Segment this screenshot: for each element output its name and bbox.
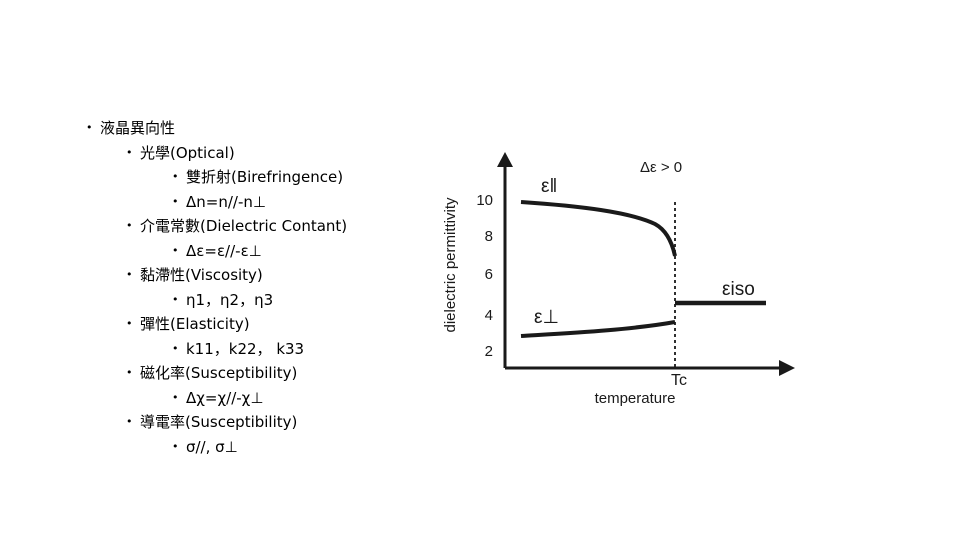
bullet-delta-n: Δn=n//-n⊥ bbox=[172, 190, 347, 215]
epsilon-iso-label: εiso bbox=[722, 279, 755, 300]
epsilon-parallel-curve bbox=[520, 200, 677, 257]
y-tick-label: 6 bbox=[485, 266, 493, 283]
bullet-elasticity: 彈性(Elasticity) bbox=[126, 312, 347, 337]
bullet-birefringence: 雙折射(Birefringence) bbox=[172, 165, 347, 190]
bullet-viscosity: 黏滯性(Viscosity) bbox=[126, 263, 347, 288]
epsilon-perpendicular-curve bbox=[520, 320, 676, 338]
y-tick-label: 10 bbox=[476, 192, 493, 209]
y-axis-arrow bbox=[497, 152, 513, 167]
epsilon-perpendicular-label: ε⊥ bbox=[534, 307, 559, 328]
condition-label: Δε > 0 bbox=[640, 159, 682, 176]
y-tick-label: 2 bbox=[485, 343, 493, 360]
bullet-dielectric: 介電常數(Dielectric Contant) bbox=[126, 214, 347, 239]
bullet-k-constants: k11，k22， k33 bbox=[172, 337, 347, 362]
dielectric-permittivity-figure: 2 4 6 8 10 dielectric permittivity tempe… bbox=[442, 152, 795, 407]
epsilon-parallel-label: ε‖ bbox=[541, 176, 557, 197]
x-axis-label: temperature bbox=[595, 390, 676, 407]
bullet-lc-anisotropy: 液晶異向性 bbox=[86, 116, 347, 141]
y-axis-label: dielectric permittivity bbox=[442, 197, 459, 333]
bullet-optical: 光學(Optical) bbox=[126, 141, 347, 166]
bullet-sigma: σ//, σ⊥ bbox=[172, 435, 347, 460]
bullet-delta-chi: Δχ=χ//-χ⊥ bbox=[172, 386, 347, 411]
tc-label: Tc bbox=[671, 372, 687, 389]
bullet-magnetic-susceptibility: 磁化率(Susceptibility) bbox=[126, 361, 347, 386]
x-axis-arrow bbox=[779, 360, 795, 376]
bullet-conductivity: 導電率(Susceptibility) bbox=[126, 410, 347, 435]
bullet-delta-epsilon: Δε=ε//-ε⊥ bbox=[172, 239, 347, 264]
bullet-eta: η1，η2，η3 bbox=[172, 288, 347, 313]
bullet-list: 液晶異向性 光學(Optical) 雙折射(Birefringence) Δn=… bbox=[78, 116, 347, 459]
y-tick-label: 4 bbox=[485, 307, 493, 324]
y-tick-label: 8 bbox=[485, 228, 493, 245]
